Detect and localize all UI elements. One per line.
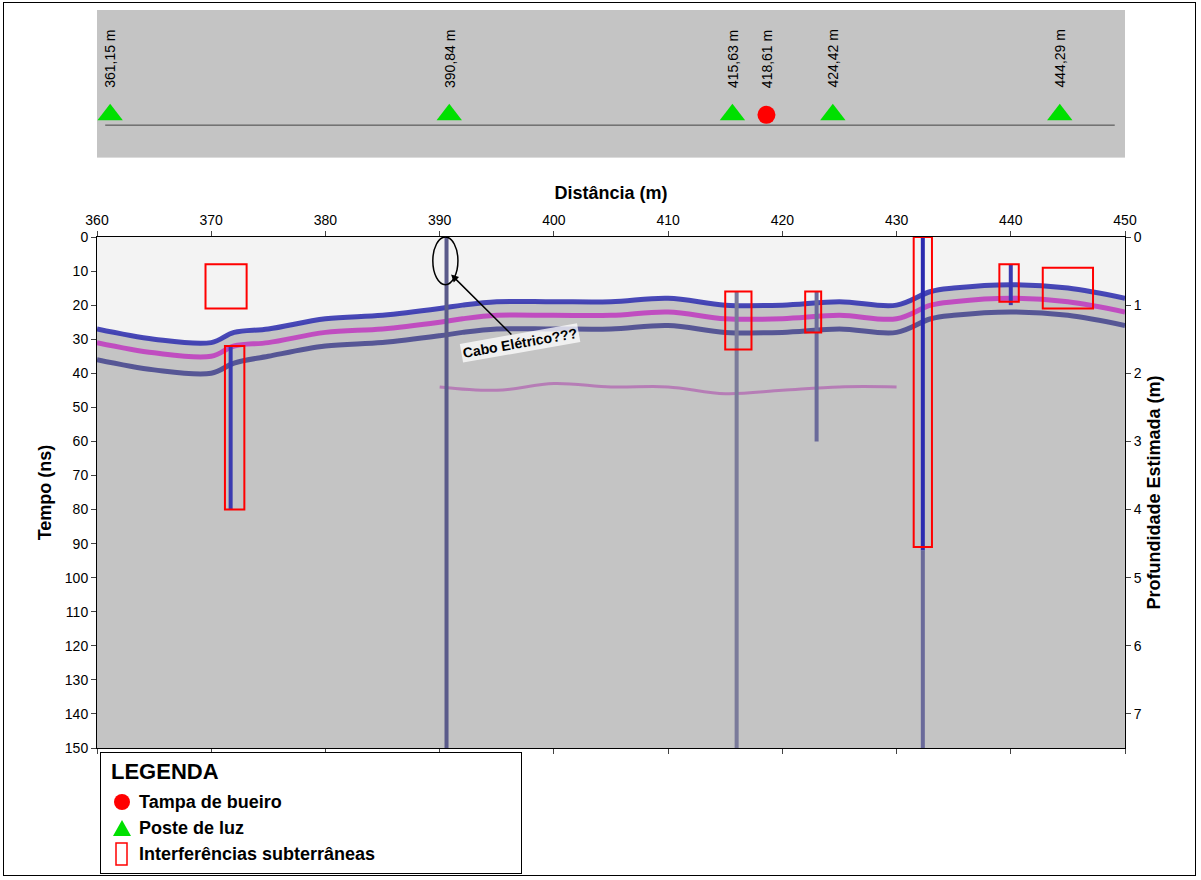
svg-text:150: 150 bbox=[65, 740, 89, 756]
svg-text:361,15 m: 361,15 m bbox=[102, 29, 118, 87]
svg-text:130: 130 bbox=[65, 672, 89, 688]
svg-text:418,61 m: 418,61 m bbox=[759, 30, 775, 88]
svg-text:7: 7 bbox=[1134, 706, 1142, 722]
svg-text:80: 80 bbox=[73, 501, 89, 517]
svg-text:30: 30 bbox=[73, 331, 89, 347]
svg-text:70: 70 bbox=[73, 467, 89, 483]
svg-text:410: 410 bbox=[656, 212, 680, 228]
svg-text:370: 370 bbox=[200, 212, 224, 228]
svg-text:444,29 m: 444,29 m bbox=[1052, 29, 1068, 87]
html-text:LEGENDA: LEGENDA bbox=[111, 759, 219, 784]
svg-text:415,63 m: 415,63 m bbox=[725, 30, 741, 88]
svg-text:90: 90 bbox=[73, 536, 89, 552]
svg-text:1: 1 bbox=[1134, 297, 1142, 313]
svg-text:5: 5 bbox=[1134, 570, 1142, 586]
svg-text:Profundidade Estimada (m): Profundidade Estimada (m) bbox=[1144, 375, 1164, 609]
svg-text:Tempo (ns): Tempo (ns) bbox=[35, 445, 55, 541]
svg-text:2: 2 bbox=[1134, 365, 1142, 381]
html-text:Tampa de bueiro: Tampa de bueiro bbox=[139, 791, 282, 812]
html-text:Poste de luz: Poste de luz bbox=[139, 817, 244, 838]
svg-text:100: 100 bbox=[65, 570, 89, 586]
svg-text:390: 390 bbox=[428, 212, 452, 228]
svg-text:0: 0 bbox=[1134, 229, 1142, 245]
svg-text:40: 40 bbox=[73, 365, 89, 381]
svg-text:6: 6 bbox=[1134, 638, 1142, 654]
svg-text:420: 420 bbox=[771, 212, 795, 228]
svg-text:120: 120 bbox=[65, 638, 89, 654]
svg-text:50: 50 bbox=[73, 399, 89, 415]
svg-text:380: 380 bbox=[314, 212, 338, 228]
svg-text:0: 0 bbox=[80, 229, 88, 245]
svg-text:Distância (m): Distância (m) bbox=[554, 183, 667, 203]
svg-text:400: 400 bbox=[542, 212, 566, 228]
svg-text:450: 450 bbox=[1113, 212, 1137, 228]
svg-text:20: 20 bbox=[73, 297, 89, 313]
svg-text:424,42 m: 424,42 m bbox=[825, 29, 841, 87]
svg-text:140: 140 bbox=[65, 706, 89, 722]
svg-text:360: 360 bbox=[85, 212, 109, 228]
html-text:Interferências subterrâneas: Interferências subterrâneas bbox=[139, 843, 376, 864]
svg-text:110: 110 bbox=[66, 604, 89, 620]
svg-text:10: 10 bbox=[73, 263, 89, 279]
svg-text:4: 4 bbox=[1134, 501, 1142, 517]
svg-text:Cabo Elétrico???: Cabo Elétrico??? bbox=[462, 325, 579, 361]
svg-text:60: 60 bbox=[73, 433, 89, 449]
svg-text:440: 440 bbox=[999, 212, 1023, 228]
svg-text:390,84 m: 390,84 m bbox=[442, 30, 458, 88]
svg-text:3: 3 bbox=[1134, 433, 1142, 449]
svg-text:430: 430 bbox=[885, 212, 909, 228]
